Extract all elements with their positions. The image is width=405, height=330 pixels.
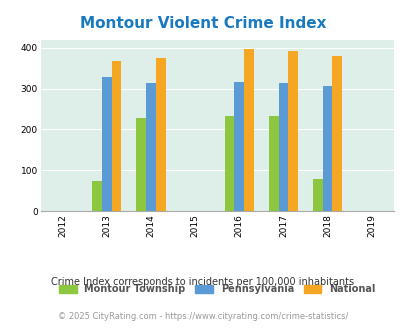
Bar	[224, 116, 234, 211]
Bar	[92, 181, 102, 211]
Bar	[322, 86, 332, 211]
Text: Montour Violent Crime Index: Montour Violent Crime Index	[79, 16, 326, 31]
Bar	[332, 55, 341, 211]
Bar	[278, 82, 288, 211]
Bar	[312, 179, 322, 211]
Text: © 2025 CityRating.com - https://www.cityrating.com/crime-statistics/: © 2025 CityRating.com - https://www.city…	[58, 312, 347, 321]
Legend: Montour Township, Pennsylvania, National: Montour Township, Pennsylvania, National	[56, 281, 377, 297]
Text: Crime Index corresponds to incidents per 100,000 inhabitants: Crime Index corresponds to incidents per…	[51, 277, 354, 287]
Bar	[146, 83, 156, 211]
Bar	[243, 49, 253, 211]
Bar	[268, 115, 278, 211]
Bar	[102, 77, 111, 211]
Bar	[288, 51, 297, 211]
Bar	[156, 57, 165, 211]
Bar	[111, 61, 121, 211]
Bar	[234, 82, 243, 211]
Bar	[136, 118, 146, 211]
